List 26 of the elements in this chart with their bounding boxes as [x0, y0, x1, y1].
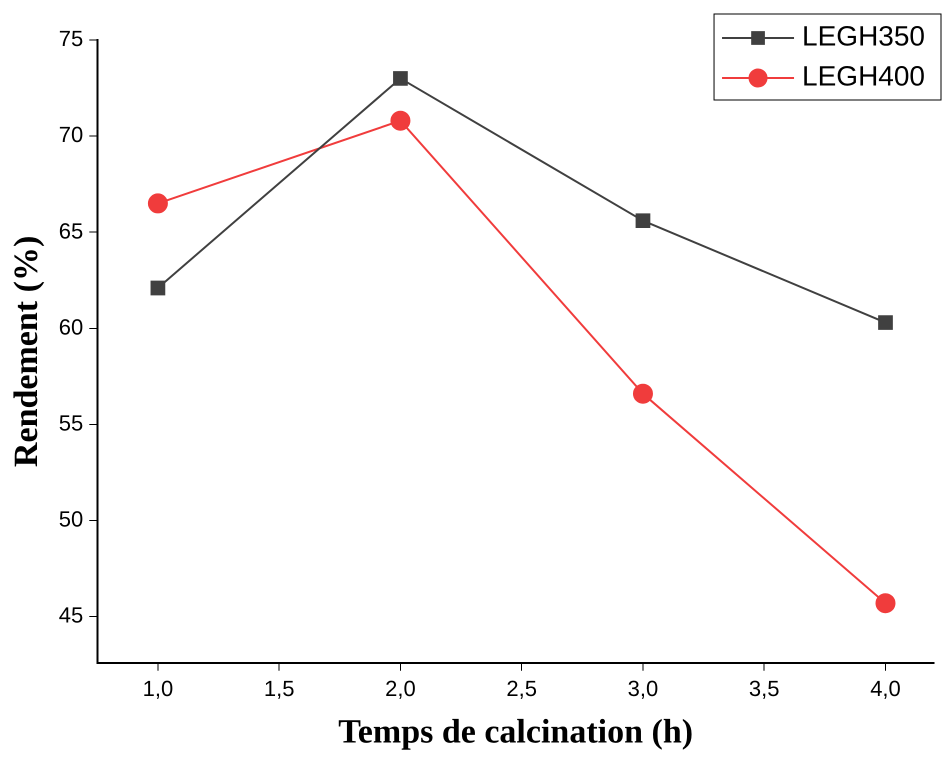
x-tick-label: 3,0 — [628, 676, 658, 702]
x-tick-label: 2,0 — [385, 676, 416, 702]
y-tick-label: 55 — [58, 410, 84, 436]
y-axis-title: Rendement (%) — [8, 236, 46, 468]
legend-label: LEGH400 — [802, 60, 926, 92]
legend-label: LEGH350 — [802, 20, 926, 52]
y-tick-label: 50 — [58, 506, 84, 532]
point — [636, 213, 650, 228]
y-tick-label: 75 — [58, 26, 84, 52]
y-tick-label: 60 — [58, 314, 84, 340]
x-tick-label: 2,5 — [506, 676, 537, 702]
y-tick-label: 65 — [58, 218, 84, 244]
point — [878, 315, 893, 330]
x-tick-label: 1,5 — [264, 676, 294, 702]
point — [393, 71, 408, 86]
point — [390, 110, 410, 131]
x-tick-label: 4,0 — [870, 676, 901, 702]
y-tick-label: 70 — [58, 122, 84, 148]
x-tick-label: 1,0 — [142, 676, 174, 702]
x-tick-label: 3,5 — [748, 676, 780, 702]
point — [148, 193, 168, 214]
point — [632, 384, 653, 404]
point — [150, 280, 166, 296]
y-tick-label: 45 — [58, 602, 84, 628]
x-axis-title: Temps de calcination (h) — [338, 713, 694, 750]
point — [875, 593, 896, 614]
